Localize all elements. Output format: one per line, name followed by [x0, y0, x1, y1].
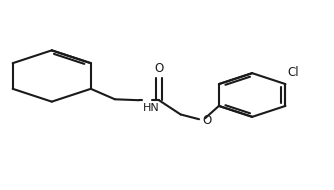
Text: HN: HN [143, 103, 160, 113]
Text: O: O [154, 62, 164, 75]
Text: O: O [202, 114, 212, 127]
Text: Cl: Cl [287, 66, 299, 79]
